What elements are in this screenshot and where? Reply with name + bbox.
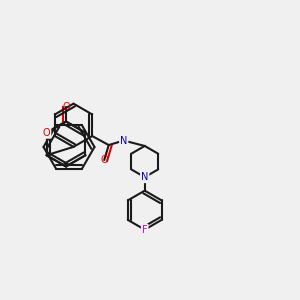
Text: O: O: [43, 128, 50, 138]
Text: F: F: [142, 225, 148, 235]
Text: O: O: [100, 155, 108, 165]
Text: N: N: [141, 172, 148, 182]
Text: O: O: [62, 101, 70, 112]
Text: N: N: [120, 136, 127, 146]
